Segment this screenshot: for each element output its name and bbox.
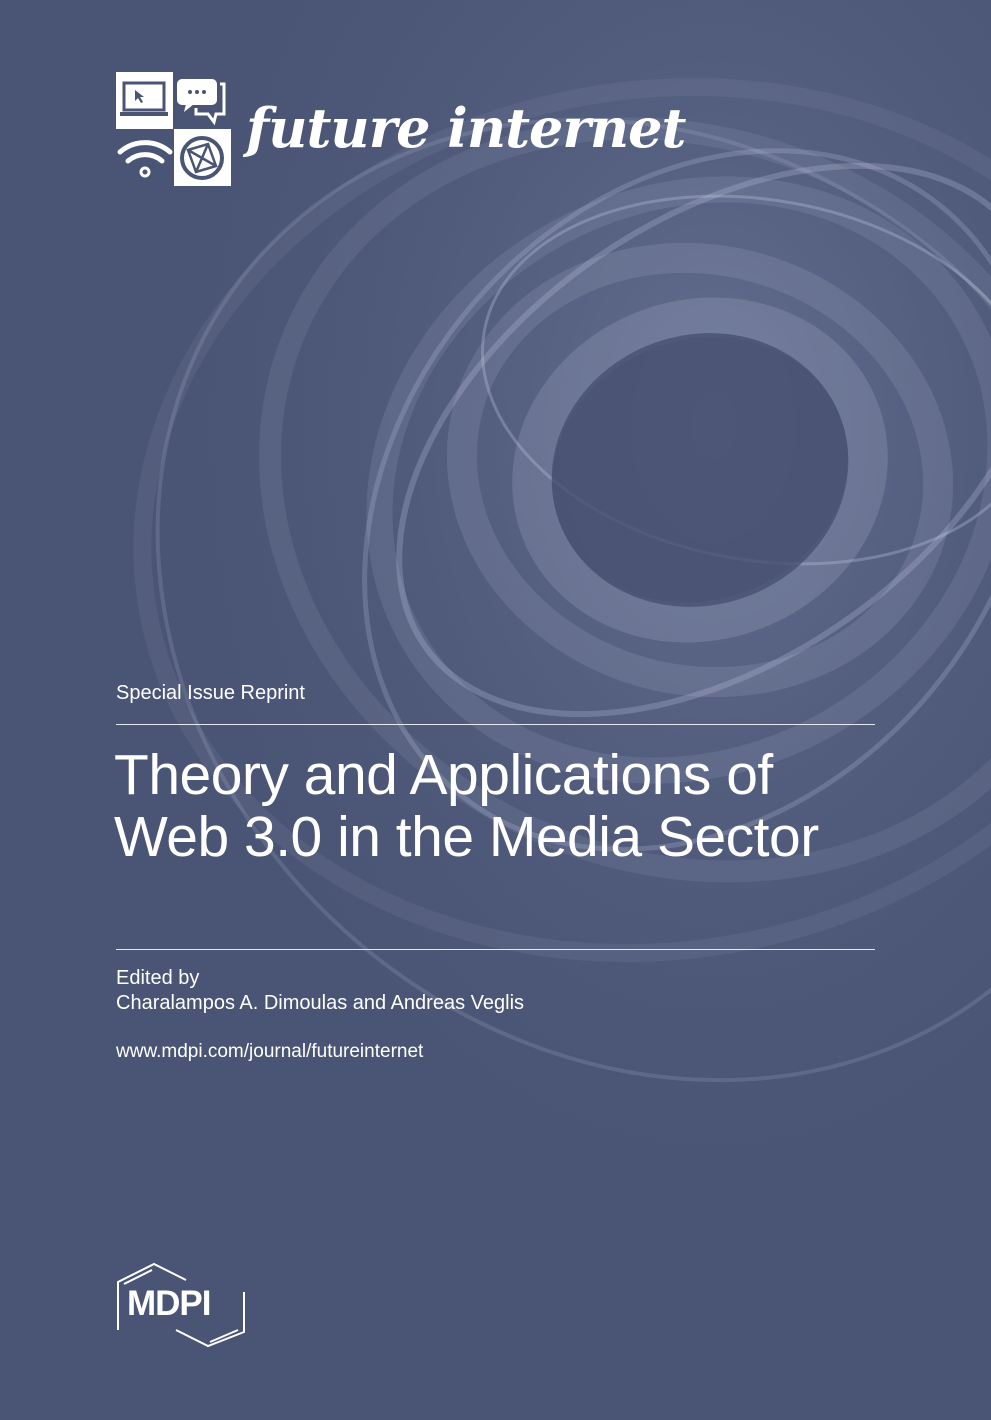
top-divider <box>116 724 875 725</box>
editors-block: Edited by Charalampos A. Dimoulas and An… <box>116 966 524 1016</box>
mdpi-logo-text: MDPI <box>127 1284 211 1323</box>
journal-url[interactable]: www.mdpi.com/journal/futureinternet <box>116 1041 424 1062</box>
wifi-icon <box>117 140 173 178</box>
bottom-divider <box>116 949 875 950</box>
journal-logo <box>116 72 231 186</box>
laptop-cursor-icon <box>116 72 173 129</box>
journal-logo-icons <box>116 72 231 186</box>
chat-bubbles-icon <box>177 79 226 126</box>
globe-network-icon <box>174 129 231 186</box>
mdpi-hexagon-mark <box>117 1262 245 1348</box>
title-line-2: Web 3.0 in the Media Sector <box>114 805 819 869</box>
mdpi-logo: MDPI <box>116 1262 246 1348</box>
series-label: Special Issue Reprint <box>116 682 305 704</box>
editors-names: Charalampos A. Dimoulas and Andreas Vegl… <box>116 992 525 1014</box>
journal-name: future internet <box>246 96 686 160</box>
edited-by-label: Edited by <box>116 967 200 989</box>
title-line-1: Theory and Applications of <box>114 743 773 807</box>
book-title: Theory and Applications of Web 3.0 in th… <box>114 744 819 868</box>
